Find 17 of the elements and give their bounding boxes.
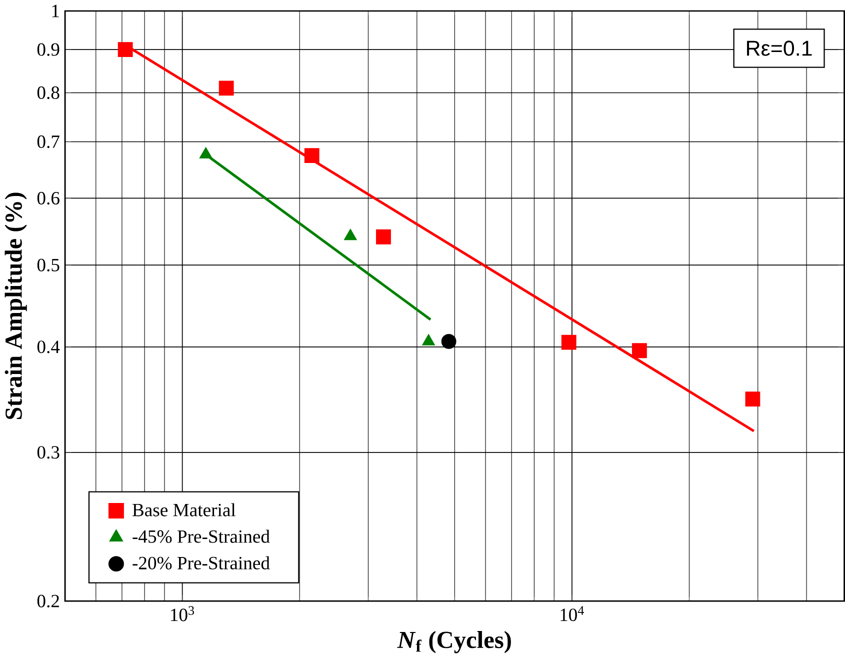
y-tick-label: 0.5 (37, 258, 60, 272)
y-axis-title: Strain Amplitude (%) (4, 192, 27, 420)
legend-label: -45% Pre-Strained (132, 530, 270, 543)
legend-label: Base Material (132, 503, 236, 516)
y-tick-label: 0.9 (37, 43, 60, 56)
legend-label: -20% Pre-Strained (132, 556, 270, 570)
y-tick-label: 0.4 (37, 340, 60, 354)
y-tick-label: 0.2 (37, 594, 59, 608)
y-tick-label: 0.7 (37, 135, 60, 148)
y-tick-label: 0.3 (37, 446, 60, 459)
y-tick-label: 0.6 (37, 192, 60, 205)
y-tick-label: 0.8 (37, 86, 60, 100)
x-tick-label: 10$^{4}$ (560, 606, 584, 622)
annotation: Rε=0.1 (747, 40, 812, 56)
x-axis-title: N$_{f}$ (Cycles) (397, 631, 511, 654)
x-tick-label: 10$^{3}$ (171, 606, 194, 622)
y-tick-label: 1 (52, 4, 59, 18)
